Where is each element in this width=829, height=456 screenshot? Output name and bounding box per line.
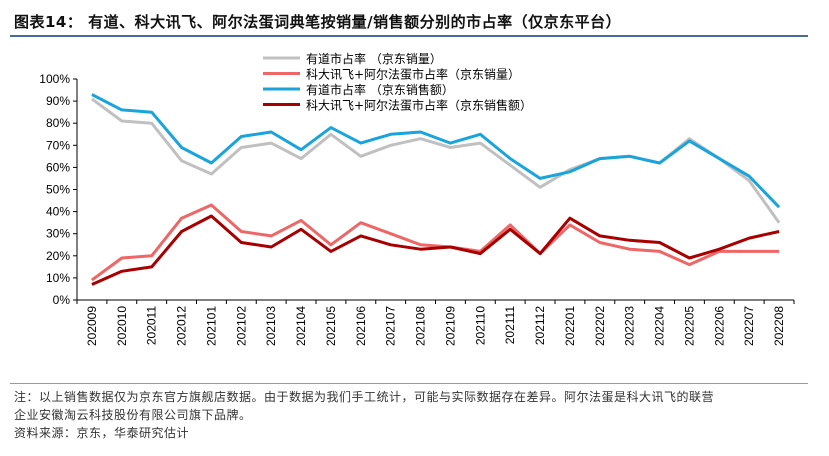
series-line-4 (91, 214, 780, 286)
x-tick-label: 202104 (294, 306, 308, 346)
legend-label-1: 有道市占率 （京东销量） (306, 51, 442, 66)
x-tick-label: 202009 (85, 306, 99, 346)
y-tick-label: 0% (53, 293, 71, 307)
series-line-1 (91, 97, 781, 224)
x-tick-label: 202208 (772, 306, 786, 346)
x-tick-label: 202207 (742, 306, 756, 346)
y-tick-label: 70% (46, 138, 70, 152)
title-divider (10, 35, 808, 37)
x-tick-label: 202111 (503, 306, 517, 345)
x-tick-label: 202108 (414, 306, 428, 346)
series-line-3 (91, 93, 781, 209)
note-line-2: 企业安徽淘云科技股份有限公司旗下品牌。 (14, 408, 252, 422)
x-tick-label: 202204 (653, 306, 667, 346)
source-line: 资料来源：京东，华泰研究估计 (14, 426, 190, 440)
notes-divider (10, 383, 808, 384)
x-tick-label: 202103 (264, 306, 278, 346)
x-tick-label: 202203 (623, 306, 637, 346)
y-tick-label: 50% (46, 183, 70, 197)
y-tick-label: 100% (39, 72, 70, 86)
y-tick-label: 90% (46, 94, 70, 108)
y-tick-label: 10% (46, 271, 70, 285)
x-tick-label: 202112 (533, 306, 547, 345)
chart-title: 图表14： 有道、科大讯飞、阿尔法蛋词典笔按销量/销售额分别的市占率（仅京东平台… (14, 13, 622, 31)
note-line-1: 注：以上销售数据仅为京东官方旗舰店数据。由于数据为我们手工统计，可能与实际数据存… (14, 390, 715, 404)
x-tick-label: 202105 (324, 306, 338, 346)
x-tick-label: 202011 (145, 306, 159, 345)
x-tick-label: 202012 (175, 306, 189, 346)
series-line-2 (91, 203, 780, 282)
legend-label-2: 科大讯飞+阿尔法蛋市占率（京东销量） (306, 67, 520, 82)
x-tick-label: 202205 (682, 306, 696, 346)
y-tick-label: 40% (46, 205, 70, 219)
y-tick-label: 20% (46, 249, 70, 263)
x-tick-label: 202106 (354, 306, 368, 346)
legend-label-3: 有道市占率 （京东销售额） (306, 82, 454, 97)
y-tick-label: 80% (46, 116, 70, 130)
legend-label-4: 科大讯飞+阿尔法蛋市占率（京东销售额） (306, 98, 532, 113)
x-tick-label: 202206 (712, 306, 726, 346)
x-tick-label: 202202 (593, 306, 607, 346)
x-tick-label: 202201 (563, 306, 577, 346)
x-tick-label: 202102 (234, 306, 248, 346)
y-tick-label: 30% (46, 227, 70, 241)
x-tick-label: 202107 (384, 306, 398, 346)
x-tick-label: 202109 (443, 306, 457, 346)
x-tick-label: 202010 (115, 306, 129, 346)
line-chart: 0% 10% 20% 30% 40% 50% 60% 70% 80% 90% 100% 202009 2… (39, 51, 795, 346)
x-tick-label: 202101 (204, 306, 218, 346)
x-tick-label: 202110 (473, 306, 487, 345)
y-tick-label: 60% (46, 160, 70, 174)
